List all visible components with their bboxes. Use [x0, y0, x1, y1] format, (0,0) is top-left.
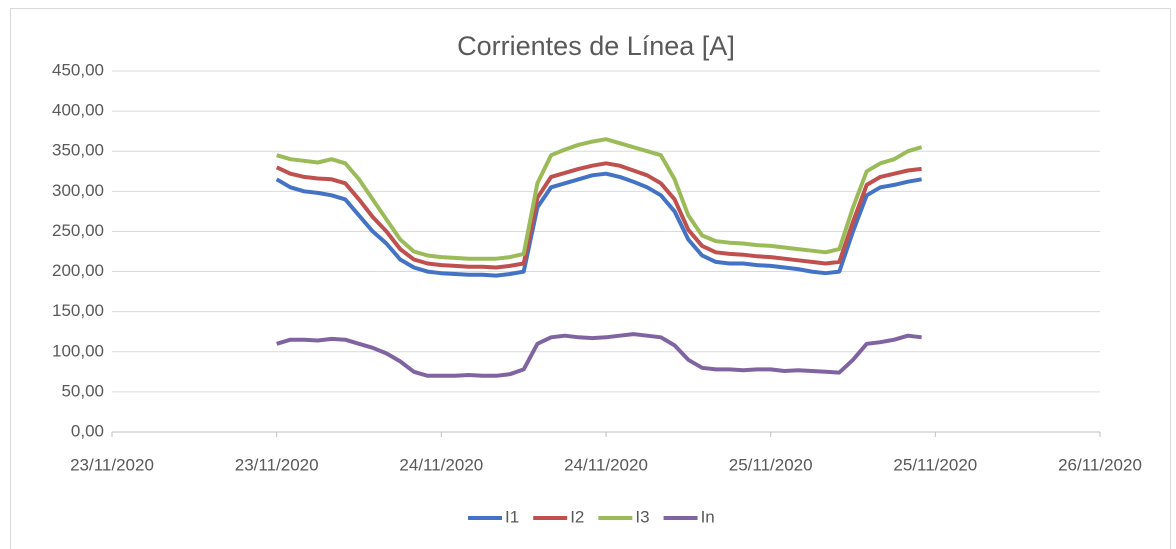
x-tick-label: 25/11/2020	[893, 455, 977, 474]
x-tick-label: 23/11/2020	[70, 455, 154, 474]
y-tick-label: 150,00	[52, 301, 104, 320]
x-tick-label: 24/11/2020	[399, 455, 483, 474]
x-tick-label: 25/11/2020	[729, 455, 813, 474]
series-line	[275, 171, 922, 278]
legend-label: I1	[505, 507, 519, 526]
x-tick-label: 23/11/2020	[235, 455, 319, 474]
y-tick-label: 450,00	[52, 60, 104, 79]
y-tick-label: 50,00	[61, 381, 104, 400]
y-tick-label: 200,00	[52, 261, 104, 280]
y-tick-label: 0,00	[71, 421, 104, 440]
y-tick-label: 100,00	[52, 341, 104, 360]
legend-label: I2	[570, 507, 584, 526]
y-tick-label: 250,00	[52, 221, 104, 240]
legend-label: In	[701, 507, 715, 526]
x-tick-label: 24/11/2020	[564, 455, 648, 474]
y-tick-label: 350,00	[52, 141, 104, 160]
series-line	[275, 161, 922, 270]
y-tick-label: 400,00	[52, 101, 104, 120]
series-line	[276, 332, 922, 378]
chart-border	[10, 8, 1171, 549]
y-tick-label: 300,00	[52, 181, 104, 200]
legend-label: I3	[635, 507, 649, 526]
series-line	[276, 137, 923, 261]
x-tick-label: 26/11/2020	[1058, 455, 1142, 474]
chart-title: Corrientes de Línea [A]	[457, 31, 735, 61]
